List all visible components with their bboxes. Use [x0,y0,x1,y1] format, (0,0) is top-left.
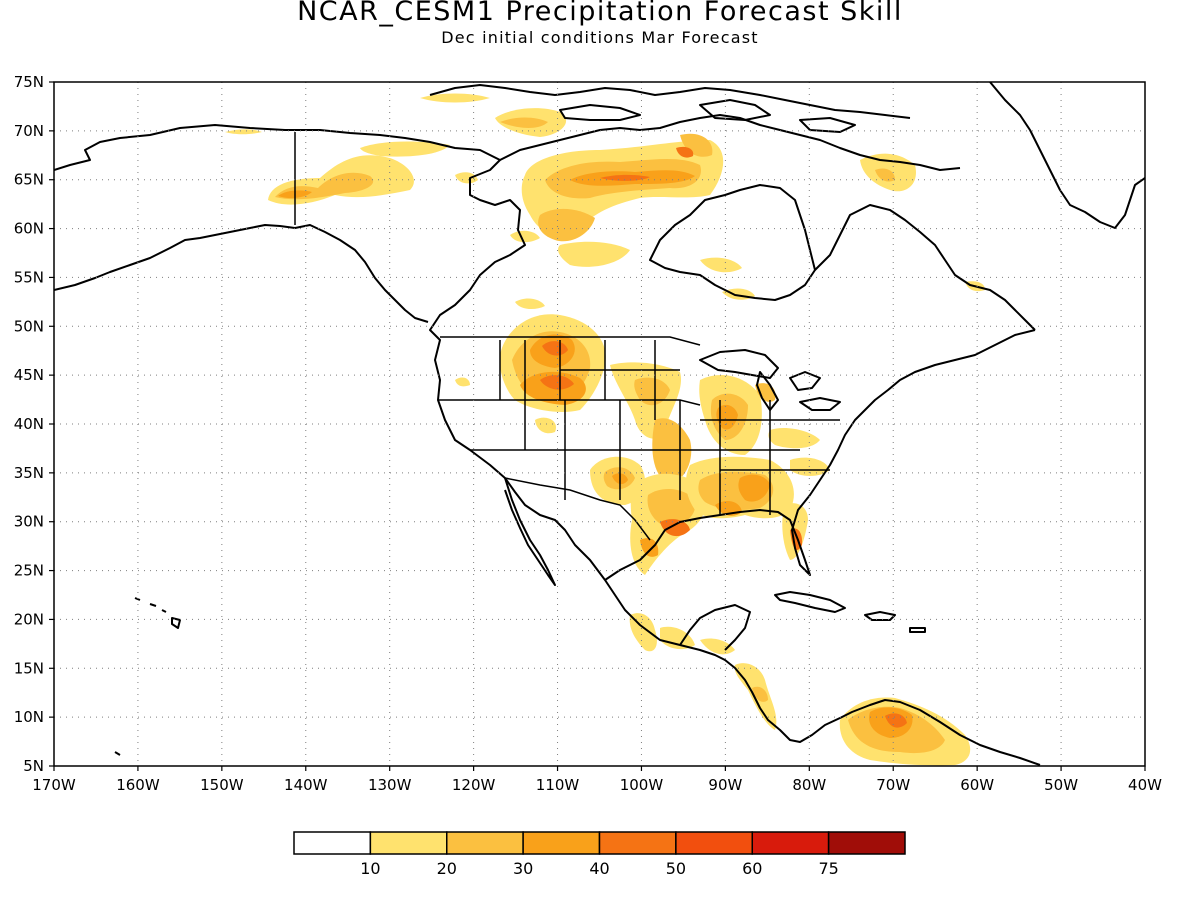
lat-tick-label: 40N [14,415,44,433]
coastlines [54,82,1145,766]
lon-tick-label: 120W [452,776,496,794]
colorbar-label: 20 [437,859,457,878]
lon-tick-label: 140W [284,776,328,794]
colorbar-swatch [675,831,753,855]
colorbar-swatch [446,831,524,855]
colorbar-label: 10 [360,859,380,878]
lon-tick-label: 170W [32,776,76,794]
chart-subtitle: Dec initial conditions Mar Forecast [441,28,759,47]
colorbar: 10 20 30 40 50 60 75 [293,831,906,878]
colorbar-swatch [598,831,677,855]
lat-tick-label: 15N [14,659,44,677]
lon-tick-label: 50W [1044,776,1078,794]
chart-title: NCAR_CESM1 Precipitation Forecast Skill [297,0,903,27]
skill-shading [225,93,985,766]
colorbar-swatch [522,831,601,855]
colorbar-swatch [751,831,830,855]
lat-tick-label: 60N [14,220,44,238]
colorbar-label: 75 [818,859,838,878]
colorbar-swatch [293,831,372,855]
lat-tick-label: 50N [14,317,44,335]
colorbar-label: 50 [666,859,686,878]
lat-tick-label: 25N [14,562,44,580]
lon-tick-label: 90W [708,776,742,794]
lat-tick-label: 35N [14,464,44,482]
longitude-axis: 170W 160W 150W 140W 130W 120W 110W 100W 90W 80W 70… [32,766,1162,794]
lat-tick-label: 55N [14,268,44,286]
lat-tick-label: 5N [23,757,44,775]
lon-tick-label: 110W [536,776,580,794]
lat-tick-label: 45N [14,366,44,384]
lon-tick-label: 100W [620,776,664,794]
colorbar-label: 40 [589,859,609,878]
lat-tick-label: 20N [14,610,44,628]
lon-tick-label: 80W [792,776,826,794]
lat-tick-label: 75N [14,73,44,91]
lat-tick-label: 30N [14,513,44,531]
lon-tick-label: 160W [116,776,160,794]
lon-tick-label: 40W [1128,776,1162,794]
colorbar-swatch [827,831,906,855]
lat-tick-label: 70N [14,122,44,140]
colorbar-swatch [369,831,448,855]
lon-tick-label: 130W [368,776,412,794]
lon-tick-label: 70W [876,776,910,794]
latitude-axis: 75N 70N 65N 60N 55N 50N 45N 40N 35N 30N 25N 20N 15N 1… [14,73,54,775]
lon-tick-label: 60W [960,776,994,794]
borders [294,132,840,541]
colorbar-label: 60 [742,859,762,878]
lat-tick-label: 65N [14,171,44,189]
lon-tick-label: 150W [200,776,244,794]
colorbar-label: 30 [513,859,533,878]
gridlines [54,82,1145,766]
lat-tick-label: 10N [14,708,44,726]
